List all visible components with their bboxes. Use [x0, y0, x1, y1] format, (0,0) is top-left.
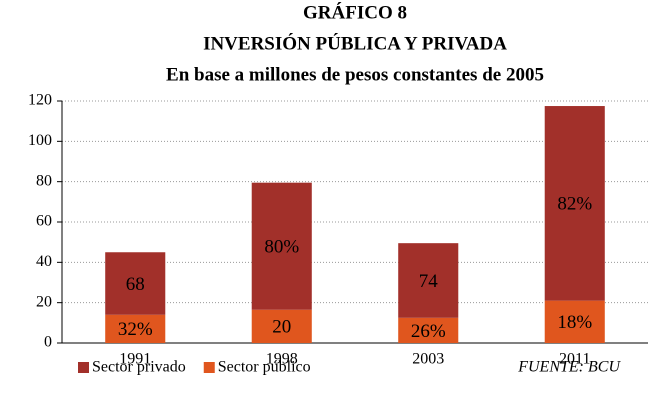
y-tick-label: 0: [44, 334, 52, 351]
legend-label: Sector público: [218, 359, 311, 376]
bar-segment: [105, 252, 166, 315]
bar-segment: [251, 309, 312, 343]
legend-label: Sector privado: [92, 359, 186, 376]
bar-segment: [398, 243, 459, 318]
data-label: 20: [272, 317, 291, 338]
bar-segment: [398, 317, 459, 343]
bar-segment: [544, 300, 605, 343]
y-tick-label: 100: [28, 132, 52, 149]
data-label: 32%: [118, 319, 153, 340]
data-label: 26%: [411, 321, 446, 342]
y-tick-label: 80: [36, 172, 52, 189]
source-note: FUENTE: BCU: [517, 359, 621, 376]
legend-swatch: [203, 362, 215, 373]
x-tick-label: 1991: [119, 351, 151, 368]
chart-subtitle: INVERSIÓN PÚBLICA Y PRIVADA: [203, 32, 507, 54]
x-tick-label: 2003: [412, 351, 444, 368]
bar-segment: [105, 314, 166, 343]
x-tick-label: 2011: [559, 351, 590, 368]
x-tick-label: 1998: [266, 351, 298, 368]
data-label: 18%: [557, 312, 592, 333]
y-tick-label: 40: [36, 253, 52, 270]
data-label: 68: [126, 274, 145, 295]
chart-title: GRÁFICO 8: [303, 1, 407, 23]
data-label: 82%: [557, 194, 592, 215]
data-label: 74: [419, 271, 439, 292]
y-tick-label: 60: [36, 213, 52, 230]
bar-segment: [544, 106, 605, 301]
y-tick-label: 120: [28, 92, 52, 109]
legend-swatch: [78, 362, 89, 373]
data-label: 80%: [264, 237, 299, 258]
bar-segment: [251, 182, 312, 310]
chart-subtitle: En base a millones de pesos constantes d…: [166, 64, 544, 85]
y-tick-label: 20: [36, 293, 52, 310]
